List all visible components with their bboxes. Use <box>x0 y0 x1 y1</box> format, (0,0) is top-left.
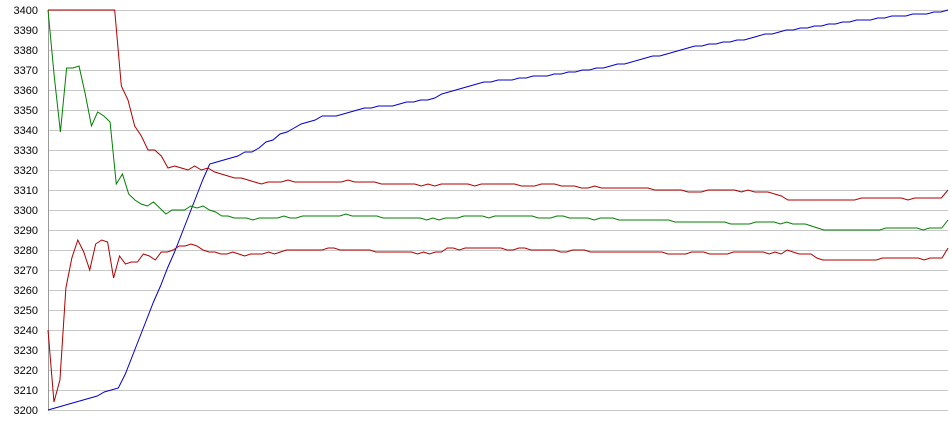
y-tick-label: 3340 <box>14 125 38 137</box>
series-line-1 <box>47 9 949 411</box>
series-lines <box>47 9 949 411</box>
y-tick-label: 3370 <box>14 65 38 77</box>
y-tick-label: 3230 <box>14 345 38 357</box>
y-tick-label: 3280 <box>14 245 38 257</box>
y-tick-label: 3360 <box>14 85 38 97</box>
y-tick-label: 3390 <box>14 25 38 37</box>
y-tick-label: 3300 <box>14 205 38 217</box>
y-tick-label: 3380 <box>14 45 38 57</box>
y-tick-label: 3350 <box>14 105 38 117</box>
y-tick-label: 3330 <box>14 145 38 157</box>
y-tick-label: 3200 <box>14 405 38 417</box>
y-tick-label: 3220 <box>14 365 38 377</box>
y-tick-label: 3250 <box>14 305 38 317</box>
y-tick-label: 3210 <box>14 385 38 397</box>
y-tick-label: 3400 <box>14 5 38 17</box>
series-line-2 <box>47 9 949 231</box>
series-line-3 <box>48 9 949 201</box>
y-tick-label: 3320 <box>14 165 38 177</box>
y-tick-label: 3290 <box>14 225 38 237</box>
y-tick-labels: 3200 3210 3220 3230 3240 3250 3260 3270 3280 3290… <box>14 5 38 417</box>
y-tick-label: 3270 <box>14 265 38 277</box>
y-tick-label: 3260 <box>14 285 38 297</box>
grid-lines <box>48 10 948 411</box>
y-tick-label: 3240 <box>14 325 38 337</box>
series-line-4 <box>47 238 949 403</box>
y-tick-label: 3310 <box>14 185 38 197</box>
